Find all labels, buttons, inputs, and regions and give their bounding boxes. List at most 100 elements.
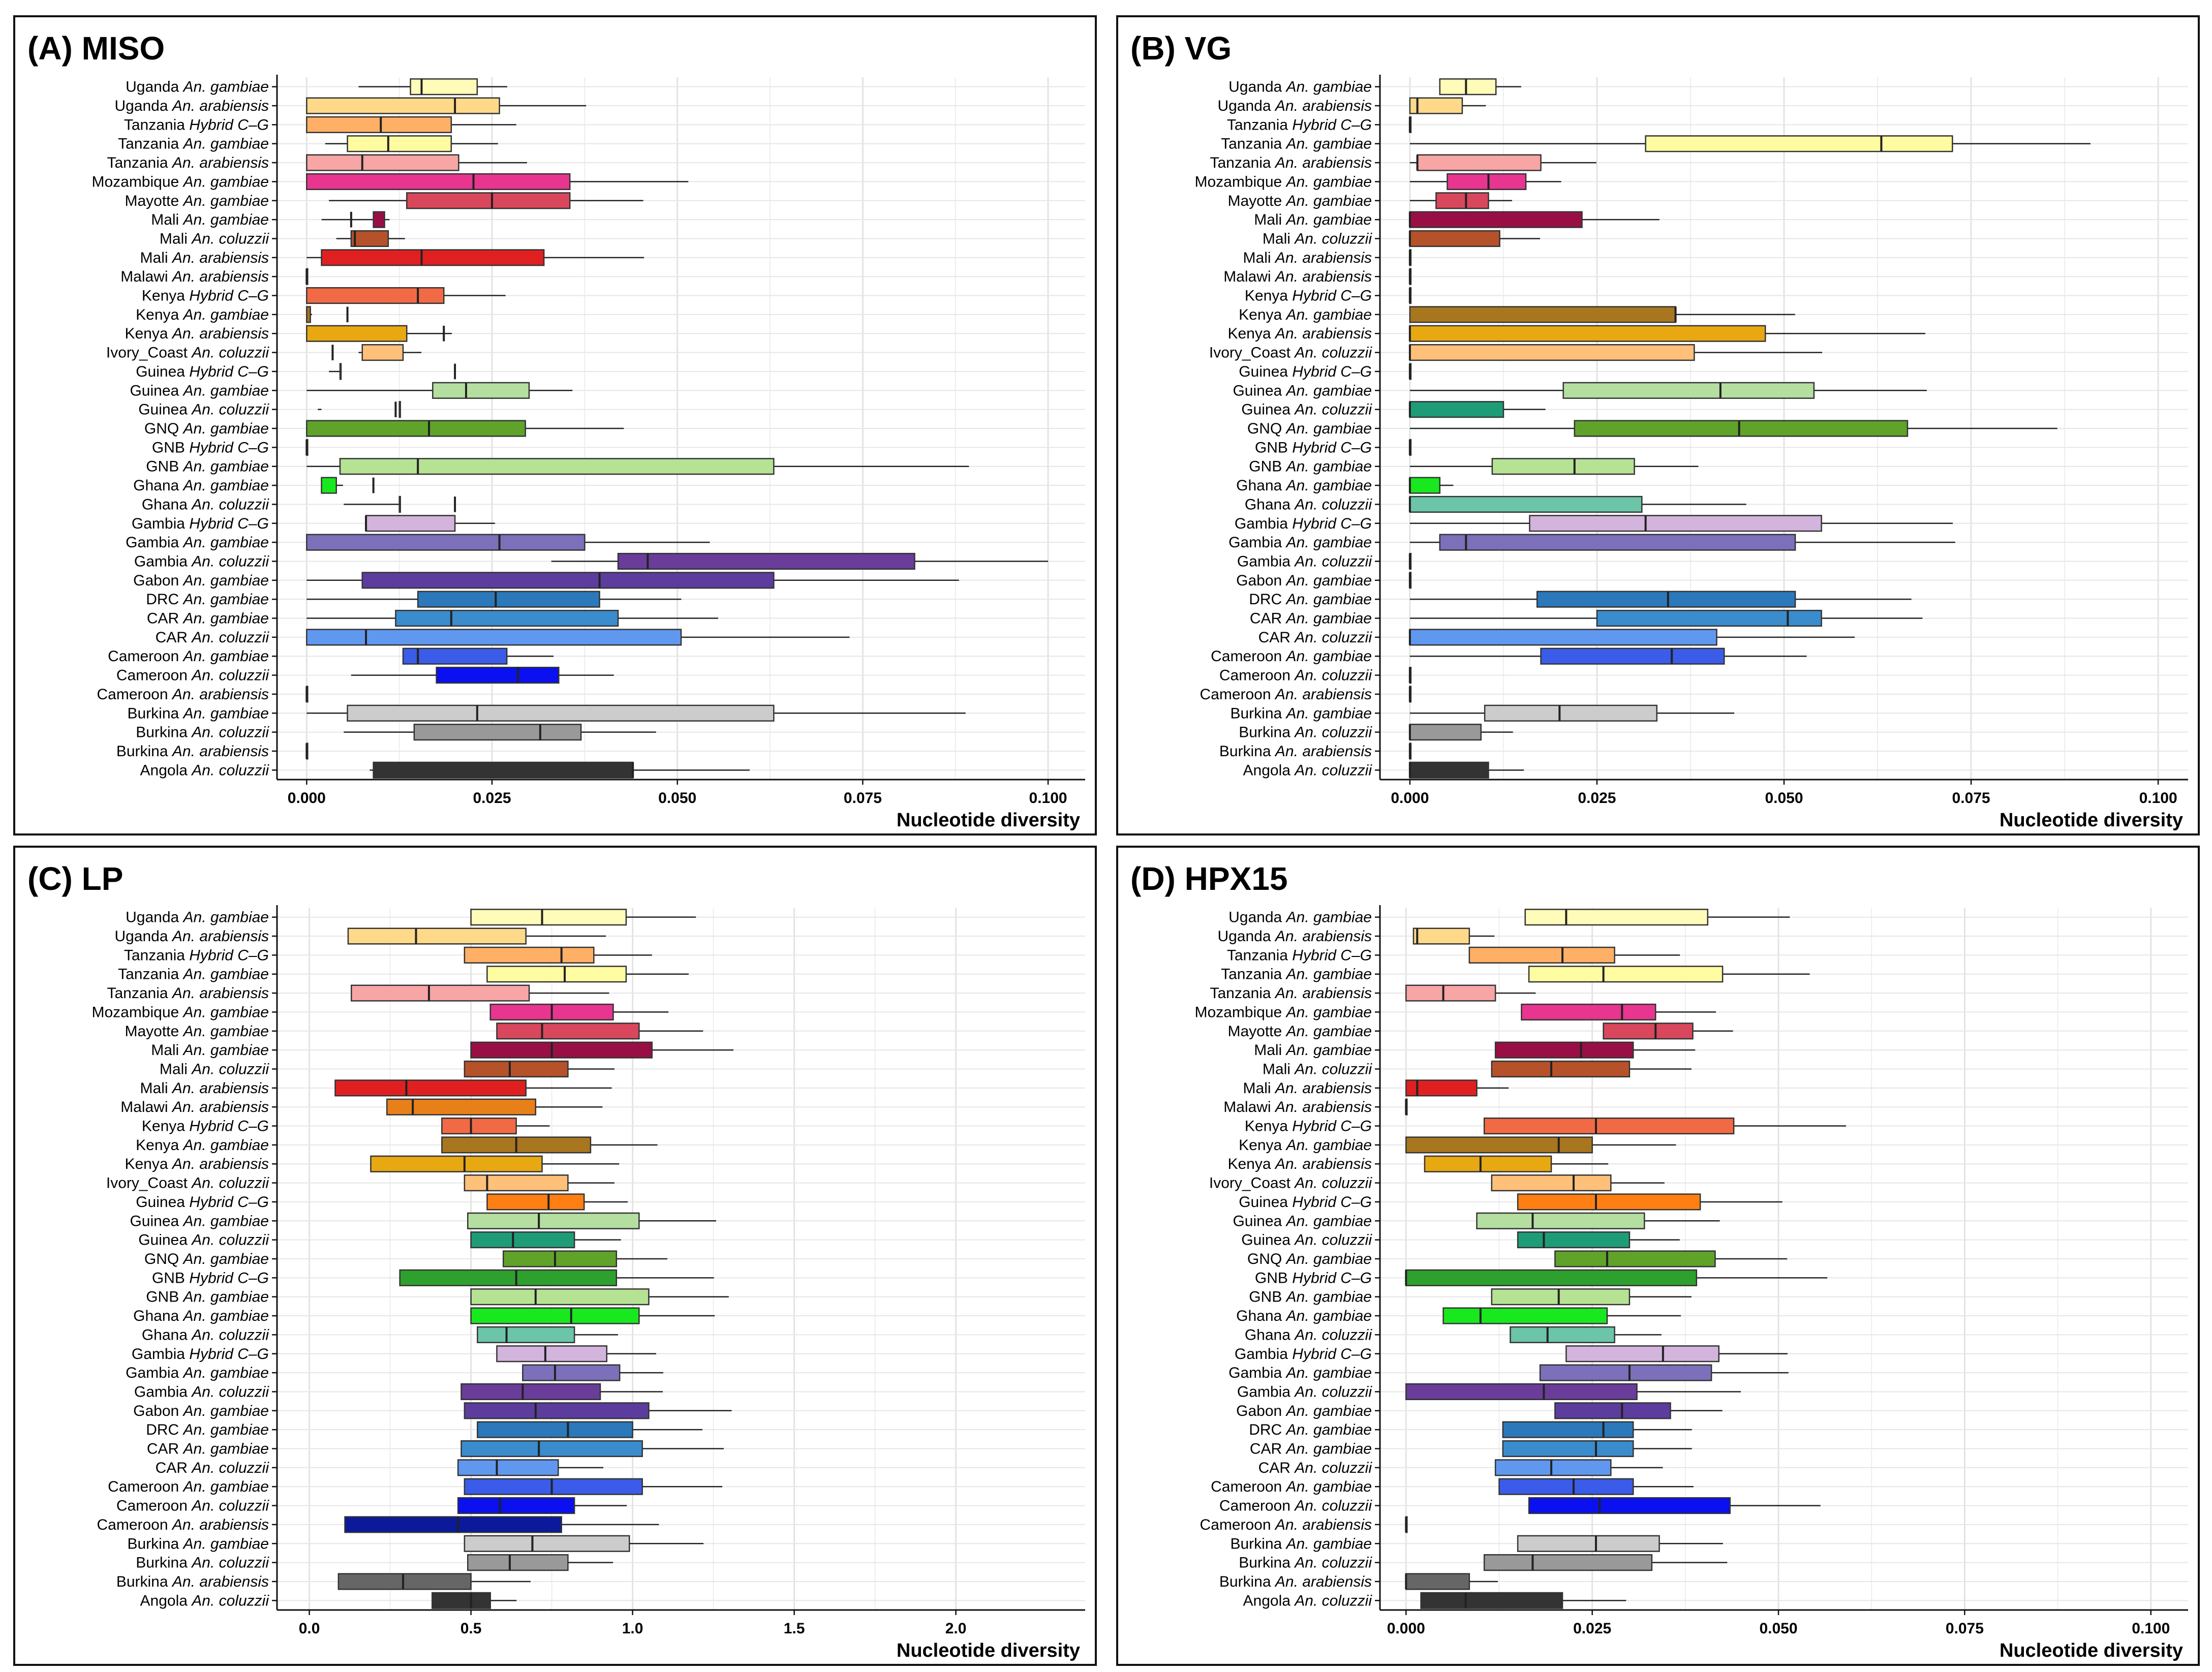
box-5: [489, 1003, 669, 1020]
box-14: [1491, 1174, 1665, 1192]
box-rect: [457, 1459, 559, 1476]
y-tick-label: Tanzania An. gambiae: [118, 966, 269, 983]
y-tick-label: Gabon An. gambiae: [133, 572, 269, 589]
box-17: [1517, 1231, 1680, 1249]
box-0: [1524, 909, 1790, 926]
box-rect: [1476, 1212, 1645, 1229]
box-1: [1412, 927, 1495, 945]
box-31: [1528, 1497, 1821, 1514]
box-35: [305, 742, 309, 760]
y-tick-label: Angola An. coluzzii: [1243, 762, 1373, 779]
box-rect: [395, 609, 619, 627]
y-tick-label: Cameroon An. gambiae: [108, 1478, 269, 1495]
x-tick-label: 1.0: [622, 1620, 643, 1637]
box-33: [306, 704, 966, 722]
box-rect: [1409, 230, 1500, 247]
y-tick-label: Ivory_Coast An. coluzzii: [1209, 345, 1372, 361]
box-0: [470, 909, 696, 926]
box-2: [464, 946, 652, 964]
box-rect: [432, 382, 530, 399]
box-rect: [496, 1345, 607, 1363]
box-10: [1408, 268, 1412, 285]
box-rect: [339, 458, 775, 475]
box-34: [1408, 724, 1513, 741]
y-tick-label: Tanzania An. gambiae: [118, 136, 269, 152]
box-rect: [467, 1554, 569, 1571]
box-34: [344, 724, 656, 741]
box-rect: [417, 591, 600, 608]
y-tick-label: Kenya An. arabiensis: [125, 325, 269, 342]
box-rect: [1540, 647, 1725, 665]
box-rect: [464, 946, 595, 964]
box-18: [502, 1250, 667, 1267]
box-rect: [306, 534, 586, 551]
box-18: [1554, 1250, 1788, 1267]
x-tick-label: 0.100: [2132, 1620, 2170, 1637]
box-32: [305, 686, 309, 703]
chart-lp: Uganda An. gambiae Uganda An. arabiensis T…: [91, 905, 1085, 1661]
box-21: [1442, 1307, 1681, 1324]
box-3: [1409, 135, 2091, 152]
y-tick-label: GNB Hybrid C–G: [1255, 439, 1372, 456]
box-rect: [1517, 1193, 1701, 1211]
box-rect: [361, 572, 775, 589]
box-rect: [1424, 1155, 1552, 1172]
y-tick-label: GNB Hybrid C–G: [152, 1270, 269, 1286]
box-24: [1409, 534, 1955, 551]
y-tick-label: Tanzania An. gambiae: [1221, 966, 1372, 983]
chart-vg: Uganda An. gambiae Uganda An. arabiensis T…: [1194, 75, 2188, 831]
box-14: [331, 344, 422, 361]
y-tick-label: Mali An. gambiae: [1254, 211, 1372, 228]
y-tick-label: Uganda An. arabiensis: [1217, 928, 1372, 945]
box-rect: [1439, 534, 1796, 551]
x-axis-label: Nucleotide diversity: [2000, 810, 2183, 831]
x-tick-label: 0.025: [1578, 790, 1616, 807]
y-tick-label: GNB Hybrid C–G: [152, 439, 269, 456]
box-23: [1565, 1345, 1788, 1363]
y-tick-label: Guinea An. coluzzii: [138, 401, 269, 418]
box-15: [1408, 363, 1412, 380]
box-5: [306, 173, 689, 190]
y-tick-label: Gambia An. coluzzii: [1237, 553, 1372, 570]
box-rect: [339, 363, 342, 380]
box-18: [306, 420, 624, 437]
y-tick-label: Gabon An. gambiae: [133, 1403, 269, 1419]
y-tick-label: Cameroon An. arabiensis: [1200, 1516, 1372, 1533]
box-12: [441, 1136, 658, 1154]
box-rect: [1483, 1117, 1735, 1135]
box-29: [1408, 629, 1855, 646]
y-tick-label: CAR An. coluzzii: [1258, 629, 1373, 646]
box-16: [467, 1212, 717, 1229]
box-rect: [413, 724, 582, 741]
y-tick-label: Mozambique An. gambiae: [1194, 173, 1372, 190]
box-14: [1408, 344, 1823, 361]
y-tick-label: Mayotte An. gambiae: [1227, 193, 1372, 209]
box-7: [1494, 1041, 1696, 1059]
box-rect: [306, 173, 571, 190]
box-rect: [1554, 1402, 1671, 1419]
box-rect: [460, 1383, 601, 1401]
box-rect: [1603, 1023, 1694, 1040]
box-31: [351, 667, 614, 684]
box-28: [1502, 1440, 1692, 1458]
y-tick-label: GNQ An. gambiae: [1247, 1251, 1372, 1267]
y-tick-label: GNB An. gambiae: [1249, 1289, 1372, 1306]
box-25: [1405, 1383, 1741, 1401]
box-rect: [441, 1117, 517, 1135]
y-tick-label: Gambia An. coluzzii: [134, 553, 269, 570]
y-tick-label: Kenya An. gambiae: [136, 306, 269, 323]
box-rect: [486, 966, 627, 983]
box-rect: [1517, 1535, 1660, 1552]
y-tick-label: Uganda An. gambiae: [1228, 909, 1372, 926]
x-tick-label: 0.050: [658, 790, 696, 807]
y-tick-label: Uganda An. gambiae: [126, 79, 269, 96]
box-rect: [432, 1592, 491, 1609]
y-tick-label: Gambia An. gambiae: [126, 534, 269, 551]
box-rect: [1409, 629, 1717, 646]
y-tick-label: Cameroon An. gambiae: [108, 648, 269, 665]
box-17: [470, 1231, 621, 1249]
box-rect: [398, 496, 401, 513]
y-tick-label: Malawi An. arabiensis: [120, 1099, 269, 1116]
y-tick-label: Cameroon An. coluzzii: [116, 1498, 269, 1514]
panel-vg: (B) VG Uganda An. gambiae Uganda An. arab…: [1116, 15, 2200, 835]
